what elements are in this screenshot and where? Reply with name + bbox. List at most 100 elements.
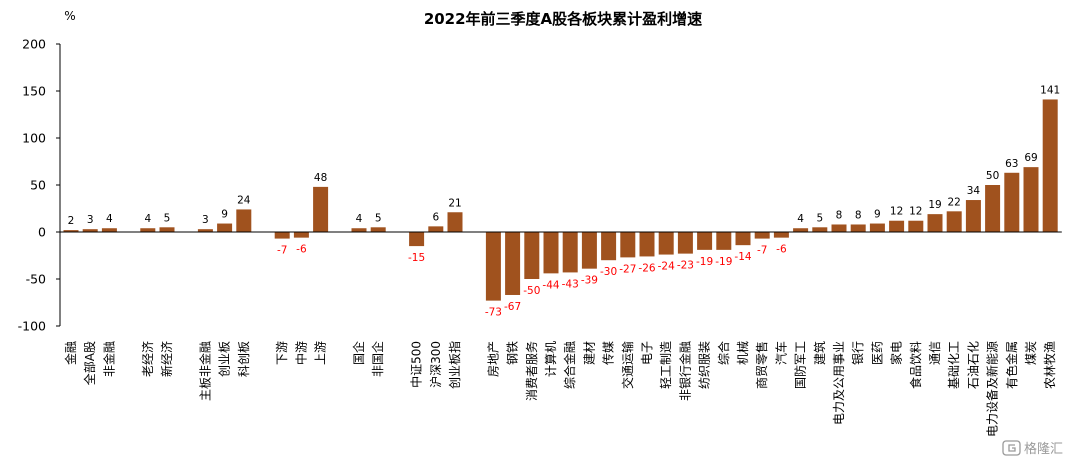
x-tick-label: 中证500 [409, 341, 424, 388]
bar [697, 232, 713, 250]
y-tick-label: 200 [22, 37, 46, 52]
bar [505, 232, 521, 295]
chart-title: 2022年前三季度A股各板块累计盈利增速 [424, 10, 702, 28]
data-label: 5 [375, 212, 382, 224]
x-tick-label: 创业板 [218, 341, 232, 377]
x-tick-label: 家电 [889, 341, 904, 365]
x-tick-label: 电力设备及新能源 [985, 341, 1000, 437]
data-label: 12 [909, 206, 922, 218]
data-label: 12 [890, 206, 903, 218]
x-tick-label: 综合金融 [562, 341, 577, 389]
x-tick-label: 非金融 [101, 341, 116, 377]
x-tick-label: 国企 [351, 341, 366, 365]
bar [716, 232, 732, 250]
watermark-text: 格隆汇 [1024, 441, 1063, 457]
data-label: 9 [874, 209, 881, 221]
x-tick-label: 非银行金融 [677, 341, 692, 401]
data-label: -14 [734, 251, 751, 263]
x-tick-label: 交通运输 [620, 341, 635, 389]
x-tick-label: 农林牧渔 [1043, 341, 1057, 389]
data-label: -24 [658, 261, 675, 273]
x-tick-label: 计算机 [543, 341, 558, 377]
x-tick-label: 钢铁 [506, 341, 520, 365]
data-label: -30 [600, 266, 617, 278]
bar [735, 232, 751, 246]
bar [889, 220, 905, 232]
data-label: 4 [797, 213, 804, 225]
data-label: 5 [816, 212, 823, 224]
data-label: 4 [144, 213, 151, 225]
bar [524, 232, 540, 279]
x-tick-label: 银行 [851, 341, 865, 365]
bar [236, 209, 252, 232]
x-tick-label: 医药 [870, 341, 884, 365]
x-tick-label: 科创板 [237, 341, 251, 377]
data-label: -19 [715, 256, 732, 268]
data-label: -73 [485, 307, 502, 319]
x-axis-labels: 金融 全部A股 非金融 老经济 新经济 主板非金融 创业板 科创板 下游 中游 上游 国企 非国企 中证5… [63, 341, 1057, 437]
y-tick-label: 100 [22, 131, 46, 146]
x-tick-label: 商贸零售 [754, 341, 769, 389]
y-tick-label: 150 [22, 84, 46, 99]
x-tick-label: 房地产 [485, 341, 500, 377]
data-label: 63 [1005, 158, 1018, 170]
data-label: 21 [448, 197, 461, 209]
x-tick-label: 食品饮料 [908, 341, 923, 389]
data-label: 8 [836, 209, 843, 221]
bar [601, 232, 617, 261]
bar [485, 232, 501, 301]
data-label: 69 [1024, 152, 1037, 164]
data-label: -7 [277, 245, 287, 257]
x-tick-label: 纺织服装 [698, 341, 712, 389]
data-label: -50 [523, 285, 540, 297]
bar [754, 232, 770, 239]
x-tick-label: 全部A股 [82, 341, 97, 385]
data-label: -19 [696, 256, 713, 268]
bar [351, 228, 367, 232]
bar [946, 211, 962, 232]
bar [965, 200, 981, 232]
data-label: 50 [986, 170, 999, 182]
data-label: 2 [68, 215, 75, 227]
x-tick-label: 传媒 [601, 341, 616, 365]
data-label: 6 [432, 211, 439, 223]
y-tick-label: 0 [38, 225, 46, 240]
x-tick-label: 轻工制造 [659, 341, 673, 389]
bar [581, 232, 597, 269]
x-tick-label: 金融 [63, 341, 78, 365]
data-label: -39 [581, 275, 598, 287]
x-tick-label: 国防军工 [793, 341, 808, 389]
x-tick-label: 机械 [735, 341, 750, 365]
data-label: 48 [314, 172, 327, 184]
bar [869, 223, 885, 232]
y-axis-unit: % [64, 9, 75, 23]
bar [197, 229, 213, 232]
bar [82, 229, 98, 232]
x-tick-label: 消费者服务 [524, 341, 539, 401]
bar [658, 232, 674, 255]
bar [1004, 172, 1020, 232]
x-tick-label: 老经济 [140, 341, 155, 377]
bar [313, 186, 329, 232]
bar [63, 230, 79, 232]
bar [620, 232, 636, 258]
bar [217, 223, 233, 232]
data-label: -23 [677, 260, 694, 272]
x-tick-label: 创业板指 [447, 341, 462, 389]
data-label: -44 [542, 279, 559, 291]
bar [927, 214, 943, 232]
bar [428, 226, 444, 232]
data-label: -43 [562, 278, 579, 290]
x-tick-label: 下游 [275, 341, 289, 365]
bar [677, 232, 693, 254]
y-tick-label: 50 [30, 178, 46, 193]
x-tick-label: 上游 [314, 341, 328, 365]
x-tick-label: 新经济 [159, 341, 174, 377]
data-label: 4 [356, 213, 363, 225]
data-label: -67 [504, 301, 521, 313]
x-tick-label: 有色金属 [1004, 341, 1019, 389]
bar [985, 185, 1001, 232]
bar [831, 224, 847, 232]
